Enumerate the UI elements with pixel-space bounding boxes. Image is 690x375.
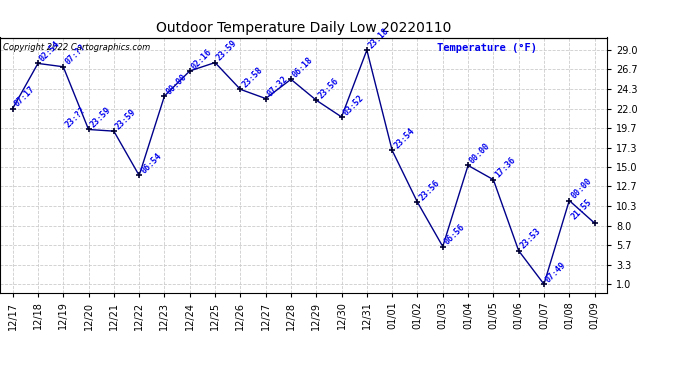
Text: 17:36: 17:36 bbox=[493, 156, 518, 180]
Text: Copyright 2022 Cartographics.com: Copyright 2022 Cartographics.com bbox=[3, 43, 150, 52]
Text: 21:55: 21:55 bbox=[569, 197, 593, 221]
Text: 23:58: 23:58 bbox=[240, 65, 264, 89]
Text: 23:59: 23:59 bbox=[215, 39, 239, 63]
Text: 02:16: 02:16 bbox=[190, 47, 214, 71]
Text: 23:56: 23:56 bbox=[417, 178, 442, 202]
Text: Temperature (°F): Temperature (°F) bbox=[437, 43, 538, 52]
Text: 07:??: 07:?? bbox=[63, 43, 88, 67]
Text: 07:17: 07:17 bbox=[12, 84, 37, 109]
Title: Outdoor Temperature Daily Low 20220110: Outdoor Temperature Daily Low 20220110 bbox=[156, 21, 451, 35]
Text: 00:00: 00:00 bbox=[164, 72, 188, 96]
Text: 07:49: 07:49 bbox=[544, 260, 568, 284]
Text: 23:56: 23:56 bbox=[316, 76, 340, 100]
Text: 23:54: 23:54 bbox=[392, 126, 416, 150]
Text: 06:56: 06:56 bbox=[443, 222, 467, 246]
Text: 00:00: 00:00 bbox=[468, 141, 492, 165]
Text: 23:??: 23:?? bbox=[63, 105, 88, 129]
Text: 03:52: 03:52 bbox=[342, 93, 366, 117]
Text: 06:54: 06:54 bbox=[139, 152, 164, 176]
Text: 02:54: 02:54 bbox=[38, 39, 62, 63]
Text: 00:00: 00:00 bbox=[569, 177, 593, 201]
Text: 23:59: 23:59 bbox=[114, 107, 138, 131]
Text: 23:59: 23:59 bbox=[88, 105, 112, 129]
Text: 06:18: 06:18 bbox=[291, 55, 315, 79]
Text: 23:18: 23:18 bbox=[367, 26, 391, 50]
Text: 07:32: 07:32 bbox=[266, 75, 290, 99]
Text: 23:53: 23:53 bbox=[519, 226, 543, 251]
